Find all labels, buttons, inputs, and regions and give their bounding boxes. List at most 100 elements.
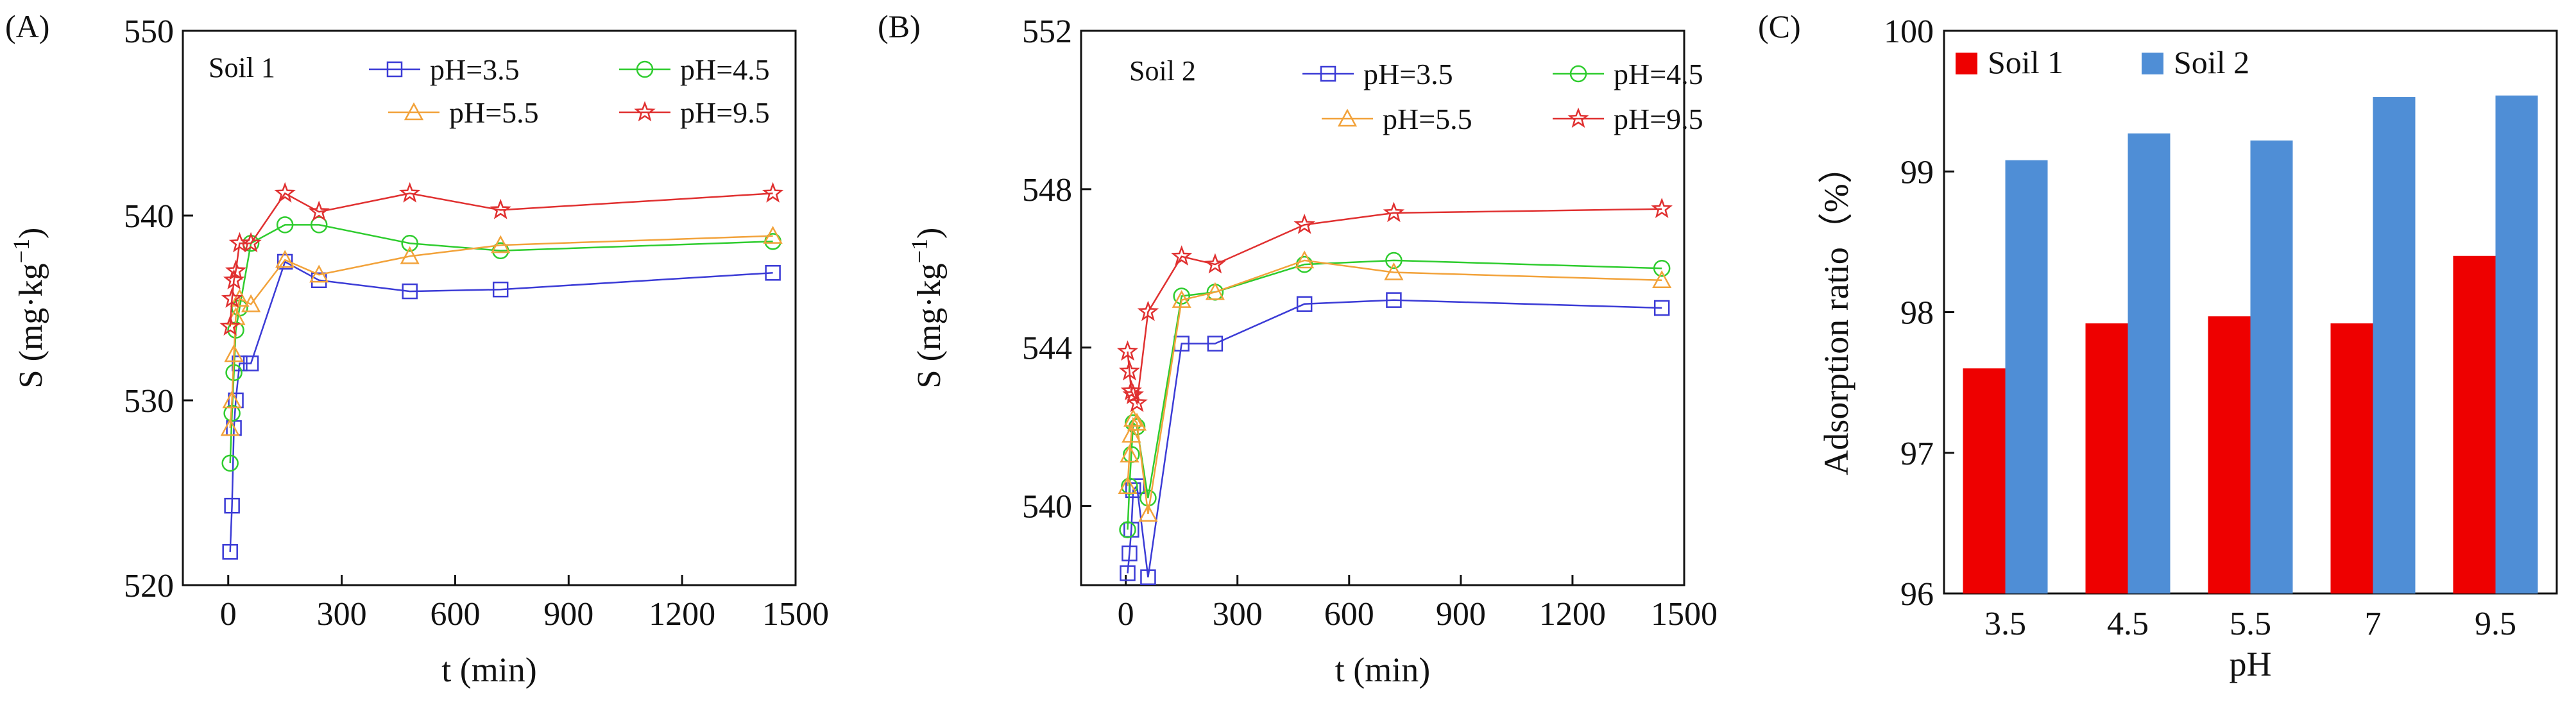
data-point [1293,213,1315,234]
series-line [229,192,773,327]
bar-soil-1 [2453,255,2496,593]
y-axis-label: Adsorption ratio（%） [1817,149,1855,475]
legend-label: pH=9.5 [680,96,770,129]
data-point [1653,260,1671,277]
data-point [1118,476,1138,494]
series-line [1127,259,1662,530]
legend-label: pH=3.5 [430,53,520,86]
soil-label: Soil 1 [209,52,275,83]
x-tick-label: 0 [220,596,237,633]
data-point [220,418,240,436]
data-point [221,287,243,308]
panel-label: (C) [1758,8,1801,44]
y-tick-label: 520 [124,568,174,604]
data-point [1120,380,1142,400]
data-point [222,390,242,409]
data-point [308,200,330,221]
y-tick-label: 96 [1900,576,1934,613]
legend-item: pH=5.5 [388,96,539,129]
legend-marker [404,102,424,121]
data-point [1126,391,1148,413]
x-tick-label: 600 [430,596,480,633]
bar-soil-2 [2005,160,2048,593]
y-axis-label: S (mg·kg−1) [907,228,948,389]
data-point [1125,482,1141,499]
data-point [490,198,511,219]
legend: Soil 1 Soil 2 [1956,44,2249,80]
legend-label: pH=4.5 [1614,58,1703,90]
line-panel-a: 0 300 600 900 1200 1500 520 530 540 550 t (min) S (… [5,8,829,689]
data-point [1386,292,1402,308]
series-pH=3.5 [222,253,781,560]
data-point [1204,253,1226,274]
data-point [221,454,239,472]
legend-marker [1567,107,1589,128]
data-point [224,497,240,514]
data-point [277,253,293,270]
data-point [762,182,784,203]
bar-soil-2 [2495,95,2538,594]
x-tick-label: 900 [1436,596,1486,633]
legend-swatch [2142,53,2163,74]
data-point [1116,340,1139,361]
series-pH=3.5 [1120,292,1670,585]
data-point [241,294,261,312]
bar-soil-1 [2208,316,2251,593]
data-point [1120,565,1136,581]
bar-soil-1 [1963,368,2006,593]
y-tick-label: 548 [1022,172,1072,209]
x-axis-label: t (min) [441,651,536,689]
data-point [309,264,329,283]
data-point [1122,384,1144,404]
legend-label: pH=3.5 [1363,58,1453,90]
data-point [1207,336,1224,352]
data-point [224,344,244,362]
y-axis-label: S (mg·kg−1) [8,228,49,389]
data-point [491,235,511,253]
legend-item: pH=3.5 [1302,58,1453,90]
y-tick-label: 97 [1900,436,1934,472]
x-tick-label: 300 [317,596,367,633]
bar-soil-1 [2330,323,2373,593]
bar-soil-1 [2085,323,2128,593]
legend-item: pH=5.5 [1322,103,1472,135]
legend-marker [636,60,654,78]
data-point [1295,255,1313,273]
legend-label: pH=9.5 [1614,103,1703,135]
data-point [763,226,783,244]
data-point [402,283,418,300]
x-tick-label: 1500 [762,596,829,633]
data-point [275,250,295,268]
data-point [1385,252,1403,269]
series-line [229,235,773,429]
x-tick-label: 7 [2365,606,2382,642]
data-point [1118,360,1141,381]
data-point [1383,201,1405,223]
line-panel-b: 0 300 600 900 1200 1500 540 544 548 552 t (min) S (… [878,8,1718,689]
data-point [1295,250,1315,269]
data-point [310,216,328,234]
data-point [400,246,420,264]
legend-marker [1320,65,1336,82]
data-point [1653,300,1670,316]
data-point [1127,413,1147,431]
y-tick-label: 552 [1022,13,1072,50]
legend-marker [634,101,656,122]
x-tick-label: 0 [1118,596,1134,633]
x-axis-label: t (min) [1335,651,1430,689]
data-point [230,288,250,307]
panel-label: (A) [5,8,49,44]
data-point [274,182,296,203]
bar-soil-2 [2373,97,2416,594]
series-line [229,224,773,463]
legend-item: pH=9.5 [619,96,770,129]
data-point [1138,504,1158,522]
data-point [225,259,247,280]
x-tick-label: 3.5 [1984,606,2026,642]
y-tick-label: 530 [124,383,174,420]
series-pH=5.5 [1118,250,1672,522]
data-point [222,543,238,560]
legend-swatch [1956,53,1977,74]
data-point [1123,409,1143,427]
